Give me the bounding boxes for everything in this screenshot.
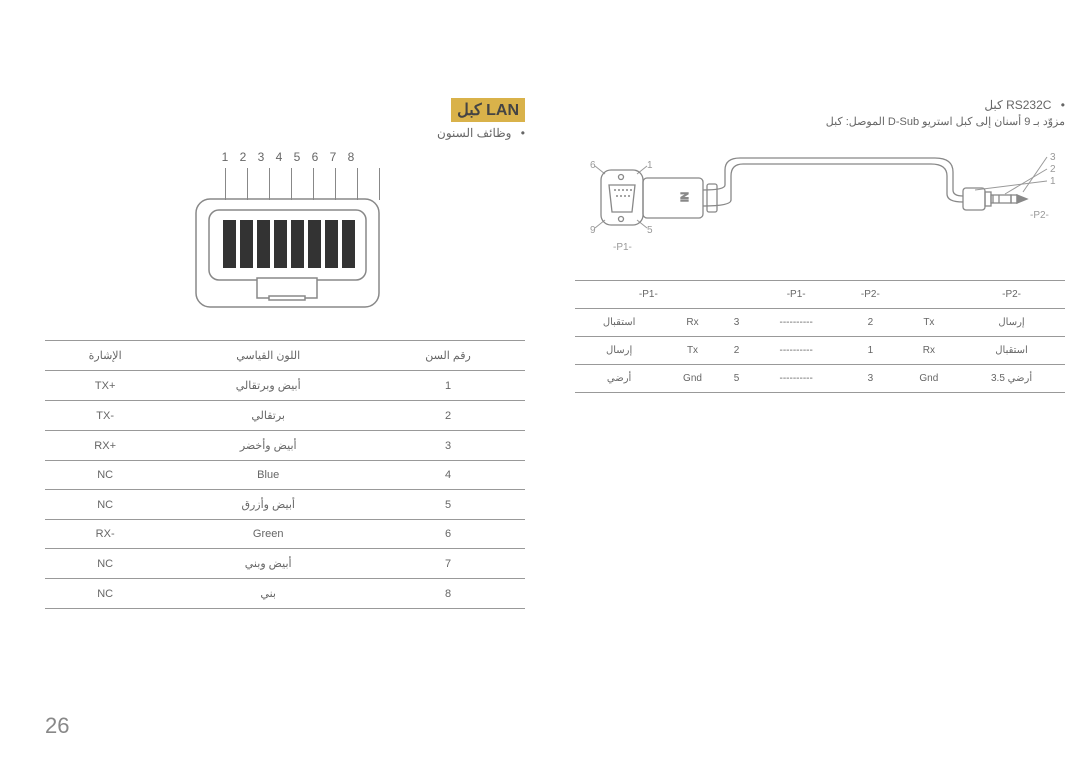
svg-text:2: 2	[1050, 164, 1056, 175]
table-row: TX-برتقالي2	[45, 401, 525, 431]
rs232-table: -P1--P1--P2--P2- استقبالRx3----------2Tx…	[575, 280, 1065, 393]
svg-text:6: 6	[590, 160, 596, 171]
table-row: NCأبيض وأزرق5	[45, 490, 525, 520]
table-row: أرضيGnd5----------3Gndأرضي 3.5	[575, 365, 1065, 393]
pin-number: 7	[328, 150, 338, 164]
svg-text:1: 1	[647, 160, 653, 171]
table-row: إرسالTx2----------1Rxاستقبال	[575, 337, 1065, 365]
table-header: -P2-	[958, 281, 1065, 309]
cable-diagram: 6 1 9 5 -P1-	[575, 140, 1065, 270]
rs232-subtitle: الموصل: كبل D-Sub مزوّد بـ 9 أسنان إلى ك…	[575, 115, 1065, 128]
bullet-icon: •	[1061, 98, 1065, 112]
pin-number: 8	[346, 150, 356, 164]
table-header	[722, 281, 751, 309]
table-row: NCأبيض وبني7	[45, 549, 525, 579]
svg-text:5: 5	[647, 225, 653, 236]
pin-number: 5	[292, 150, 302, 164]
table-row: TX+أبيض وبرتقالي1	[45, 371, 525, 401]
pin-number: 3	[256, 150, 266, 164]
lan-bullet-label: وظائف السنون	[437, 126, 511, 140]
lan-title: كبل LAN	[451, 98, 525, 122]
svg-text:-P2-: -P2-	[1030, 210, 1049, 221]
pin-number: 1	[220, 150, 230, 164]
bullet-icon: •	[521, 126, 525, 140]
pin-number: 4	[274, 150, 284, 164]
table-header: رقم السن	[371, 341, 525, 371]
table-header: اللون القياسي	[165, 341, 371, 371]
table-row: استقبالRx3----------2Txإرسال	[575, 309, 1065, 337]
svg-text:1: 1	[1050, 176, 1056, 187]
pin-number: 2	[238, 150, 248, 164]
table-row: RX-Green6	[45, 520, 525, 549]
svg-text:-P1-: -P1-	[613, 242, 632, 253]
table-header	[900, 281, 959, 309]
table-row: NCبني8	[45, 579, 525, 609]
lan-pin-table: الإشارةاللون القياسيرقم السن TX+أبيض وبر…	[45, 340, 525, 609]
pin-number: 6	[310, 150, 320, 164]
svg-text:9: 9	[590, 225, 596, 236]
page-number: 26	[45, 713, 69, 739]
rs232-title: كبل RS232C	[984, 98, 1051, 112]
table-header: الإشارة	[45, 341, 165, 371]
rj45-diagram: 12345678	[185, 150, 385, 310]
table-row: RX+أبيض وأخضر3	[45, 431, 525, 461]
table-header: -P1-	[751, 281, 841, 309]
svg-text:3: 3	[1050, 152, 1056, 163]
svg-text:IN: IN	[680, 192, 691, 202]
table-header: -P1-	[575, 281, 722, 309]
table-header: -P2-	[841, 281, 900, 309]
table-row: NCBlue4	[45, 461, 525, 490]
